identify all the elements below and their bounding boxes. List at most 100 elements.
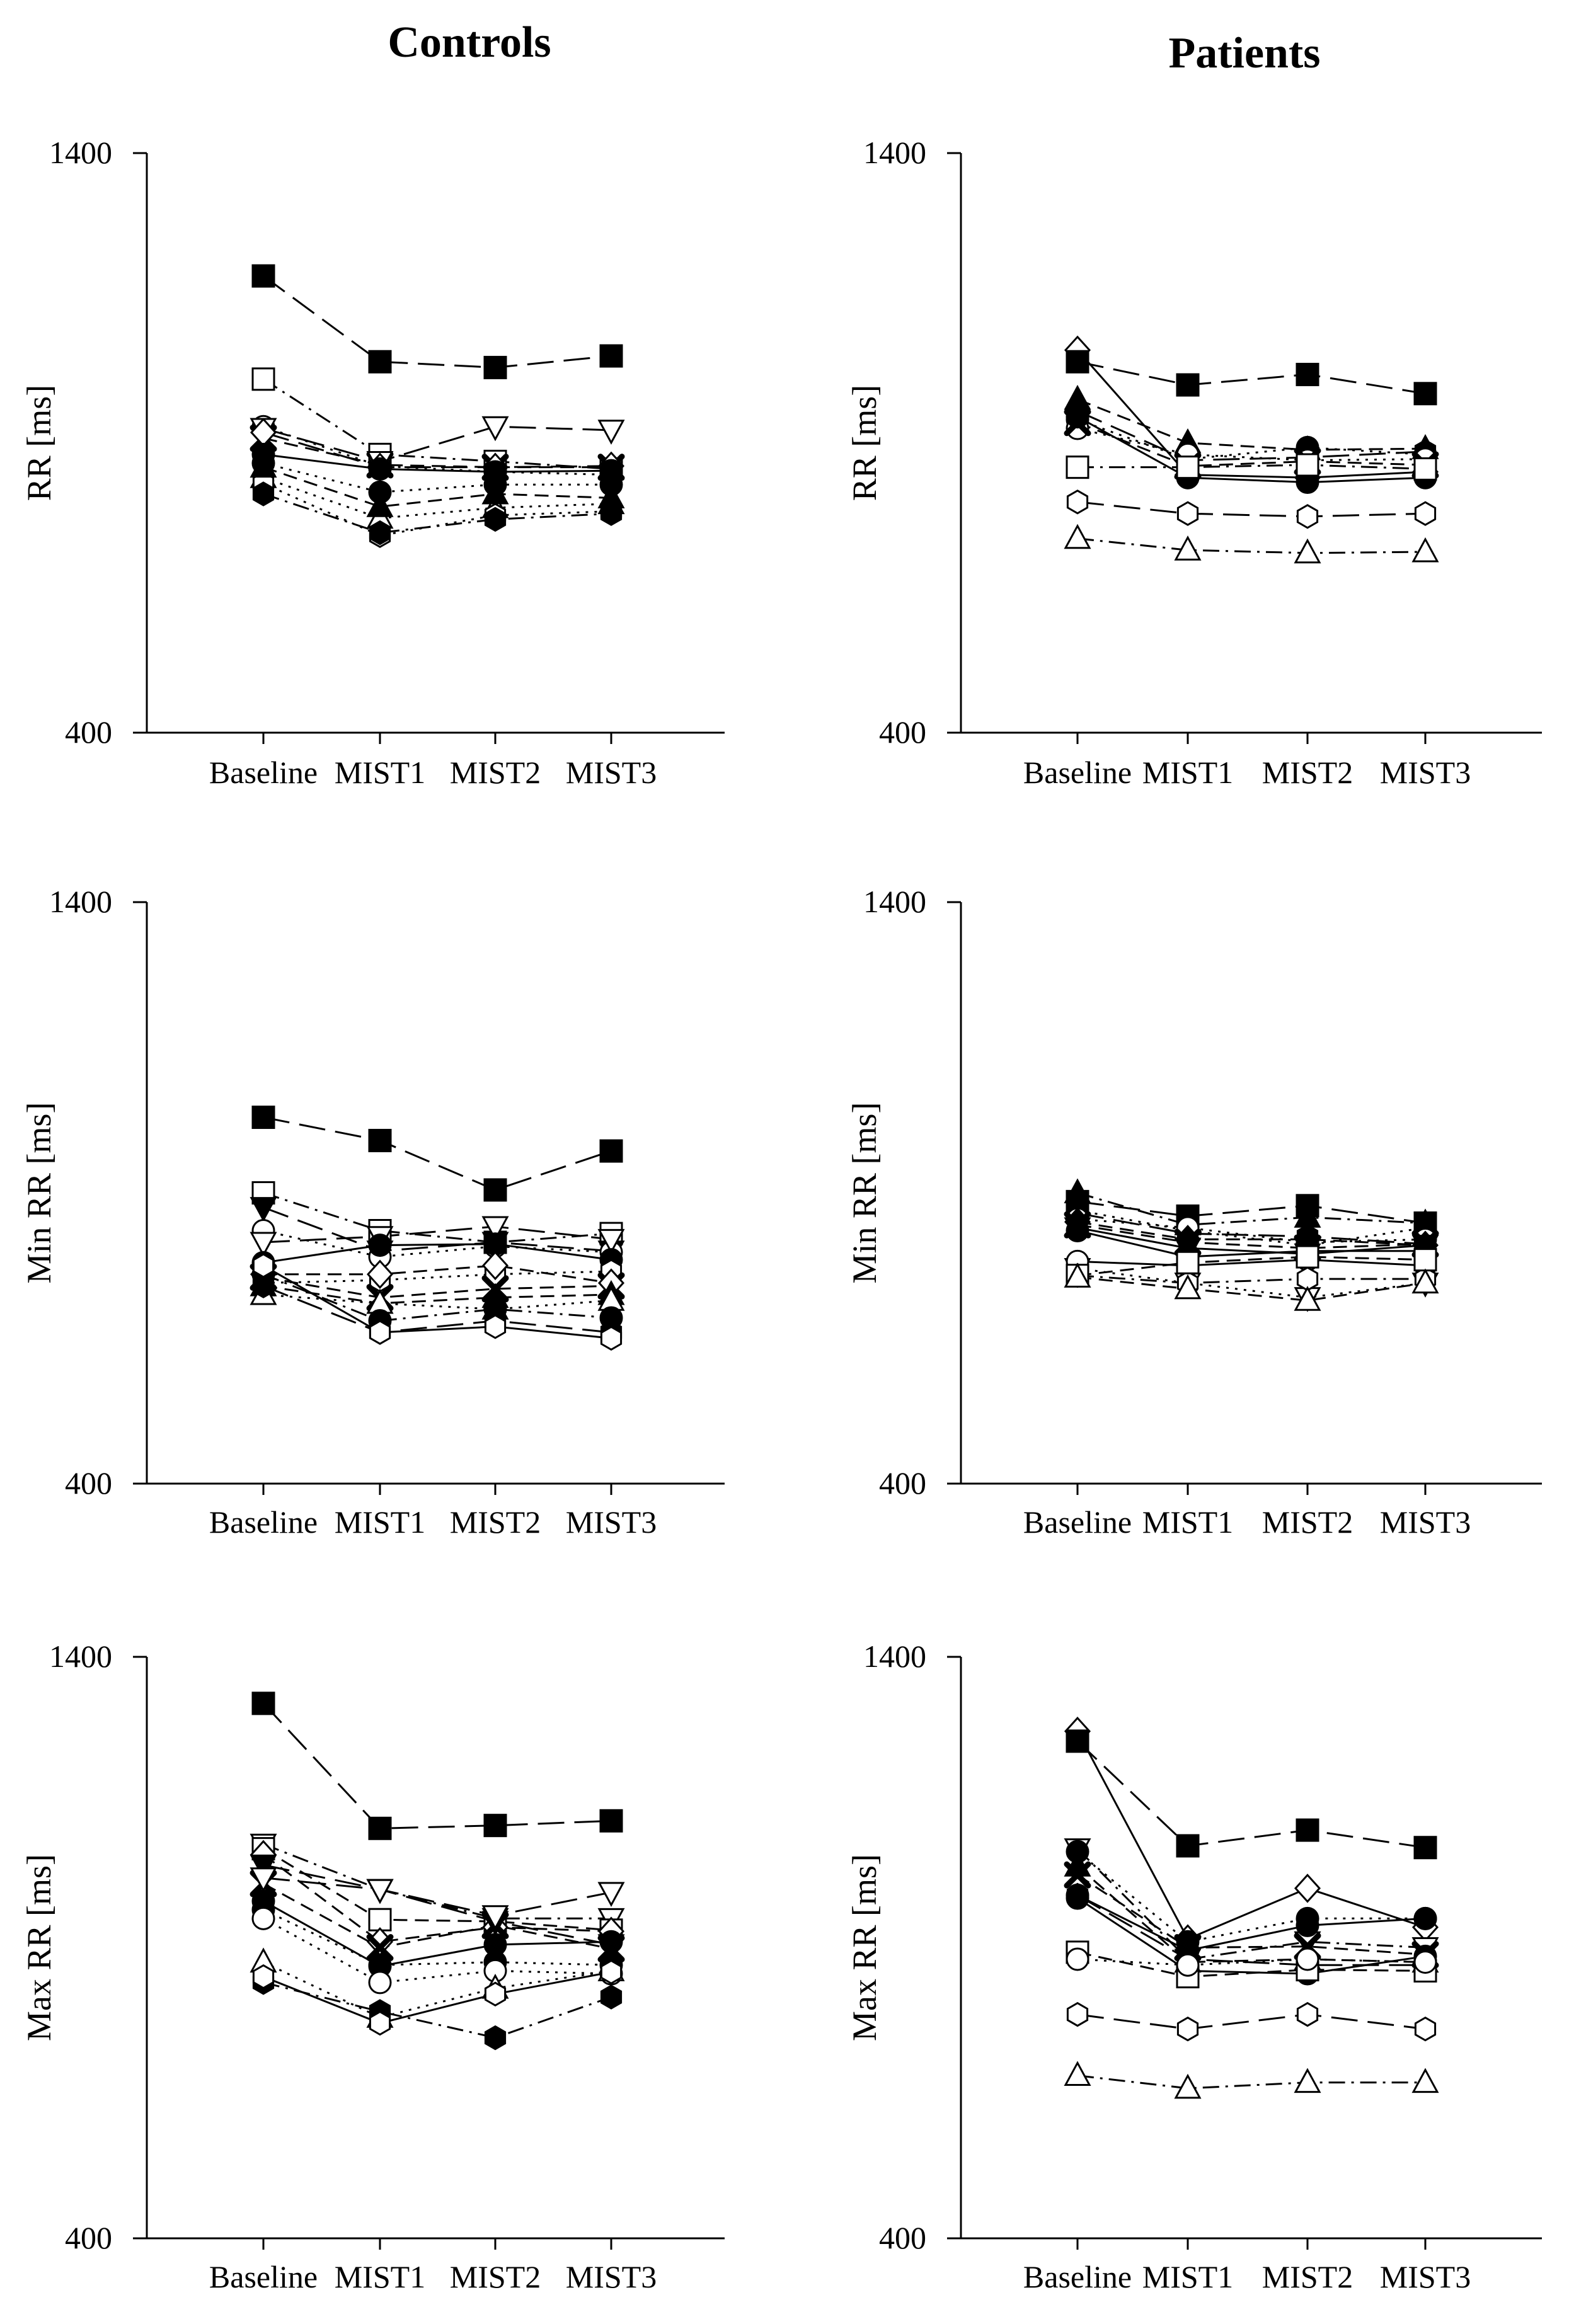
y-axis-label: Min RR [ms] — [846, 1102, 883, 1283]
data-point-marker — [599, 1930, 623, 1954]
y-tick-label: 400 — [65, 714, 112, 750]
data-point-marker — [597, 483, 625, 508]
data-point-marker — [369, 2010, 391, 2036]
y-axis-label: RR [ms] — [846, 385, 883, 501]
data-point-marker — [1294, 2068, 1321, 2093]
data-point-marker — [1064, 409, 1091, 437]
y-axis-label: Max RR [ms] — [846, 1854, 883, 2041]
series-line — [263, 1264, 612, 1285]
series-line — [1077, 1223, 1426, 1249]
x-tick-label: Baseline — [1023, 755, 1132, 790]
x-tick-label: Baseline — [209, 755, 318, 790]
series-line — [263, 425, 612, 462]
y-tick-label: 1400 — [863, 135, 926, 170]
data-point-marker — [1296, 362, 1319, 386]
series-line — [263, 1882, 612, 1950]
series-line — [263, 1270, 612, 1285]
y-axis-label: Max RR [ms] — [20, 1854, 58, 2041]
series-line — [1077, 1268, 1426, 1299]
data-point-marker — [1176, 455, 1200, 479]
x-tick-label: MIST3 — [1380, 2259, 1471, 2294]
data-point-marker — [366, 1259, 394, 1289]
data-point-marker — [369, 1320, 391, 1345]
series-line — [263, 483, 612, 537]
data-point-marker — [1066, 1729, 1089, 1753]
data-point-marker — [1296, 1194, 1319, 1218]
data-point-marker — [483, 1814, 507, 1838]
data-point-marker — [484, 1314, 507, 1339]
data-point-marker — [1413, 1950, 1437, 1974]
data-point-marker — [600, 1325, 623, 1351]
series-line — [263, 1273, 612, 1322]
series-line — [263, 437, 611, 469]
data-point-marker — [1296, 504, 1319, 529]
data-point-marker — [1413, 457, 1437, 481]
data-point-marker — [1176, 501, 1199, 526]
y-tick-label: 400 — [879, 1465, 926, 1501]
y-axis-label: Min RR [ms] — [20, 1102, 58, 1283]
data-point-marker — [1296, 1245, 1319, 1269]
series-line — [1077, 1256, 1426, 1277]
panel-patients-min-rr: 400 1400 Baseline MIST1 MIST2 MIST3 Min RR [ms… — [846, 884, 1542, 1540]
data-point-marker — [366, 492, 394, 517]
x-tick-label: MIST1 — [1142, 1504, 1233, 1540]
series-line — [1077, 1221, 1426, 1247]
x-tick-label: MIST1 — [335, 1504, 425, 1540]
data-point-marker — [1294, 1286, 1321, 1311]
series-line — [1077, 1209, 1426, 1247]
data-point-marker — [1066, 2001, 1089, 2027]
data-point-marker — [366, 1879, 394, 1904]
series-line — [1077, 464, 1426, 470]
series-line — [263, 1971, 612, 2025]
patients-title: Patients — [1168, 29, 1321, 77]
x-tick-label: MIST3 — [566, 755, 657, 790]
data-point-marker — [252, 481, 275, 507]
data-point-marker — [600, 1959, 623, 1985]
data-point-marker — [1411, 1268, 1439, 1294]
x-tick-label: MIST2 — [450, 2259, 541, 2294]
data-point-marker — [1066, 350, 1089, 374]
series-line — [263, 1225, 612, 1244]
series-line — [1077, 501, 1426, 518]
data-point-marker — [1411, 537, 1439, 563]
controls-title: Controls — [388, 18, 551, 67]
y-tick-label: 1400 — [49, 884, 112, 919]
data-point-marker — [1176, 2016, 1199, 2042]
data-point-marker — [1294, 538, 1321, 564]
data-point-marker — [1176, 1251, 1200, 1274]
data-point-marker — [1413, 1906, 1437, 1930]
series-line — [263, 1909, 612, 1966]
data-point-marker — [251, 1906, 275, 1930]
series-line — [263, 1917, 612, 1984]
data-point-marker — [250, 1867, 277, 1892]
data-point-marker — [1064, 524, 1091, 549]
series-line — [263, 1116, 612, 1191]
data-point-marker — [600, 1984, 623, 2010]
data-point-marker — [1414, 501, 1437, 526]
data-point-marker — [599, 344, 623, 368]
data-point-marker — [481, 1905, 509, 1930]
data-point-marker — [250, 1197, 277, 1222]
series-line — [1077, 1865, 1426, 1964]
data-point-marker — [1296, 1913, 1319, 1937]
data-point-marker — [252, 1253, 275, 1278]
data-point-marker — [483, 355, 507, 379]
x-tick-label: MIST3 — [566, 2259, 657, 2294]
panel-controls-min-rr: 400 1400 Baseline MIST1 MIST2 MIST3 Min RR [ms… — [20, 884, 725, 1540]
y-tick-label: 400 — [879, 2220, 926, 2255]
data-point-marker — [597, 1882, 625, 1907]
y-tick-label: 1400 — [49, 1639, 112, 1674]
x-tick-label: MIST1 — [1142, 755, 1233, 790]
x-tick-label: Baseline — [1023, 1504, 1132, 1540]
x-tick-label: MIST1 — [335, 755, 425, 790]
series-line — [1077, 1951, 1426, 1978]
data-point-marker — [251, 1691, 275, 1715]
data-point-marker — [369, 520, 391, 546]
data-point-marker — [1411, 2068, 1439, 2093]
series-line — [1076, 1740, 1426, 1849]
data-point-marker — [1174, 1274, 1202, 1300]
data-point-marker — [368, 350, 392, 374]
data-point-marker — [1413, 382, 1437, 406]
data-point-marker — [597, 1228, 625, 1254]
series-line — [1077, 1200, 1426, 1224]
